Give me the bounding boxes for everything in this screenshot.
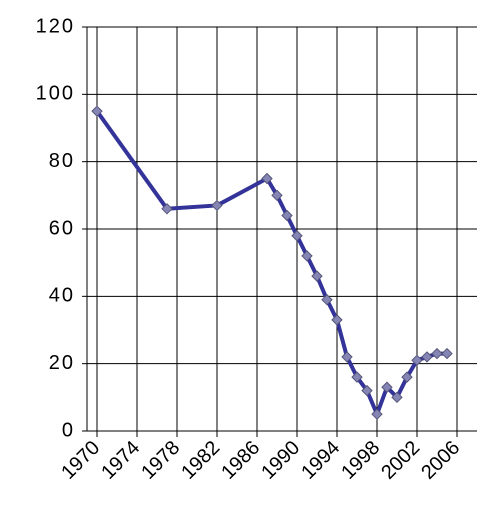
marker xyxy=(91,105,103,117)
marker xyxy=(441,347,453,360)
x-tick-label: 1970 xyxy=(57,437,104,484)
marker xyxy=(281,209,293,222)
y-tick-label: 40 xyxy=(49,285,75,307)
y-tick-label: 60 xyxy=(49,217,75,239)
x-tick-label: 1994 xyxy=(297,437,344,484)
x-tick-label: 1982 xyxy=(177,437,224,484)
marker xyxy=(381,381,393,393)
y-tick-label: 100 xyxy=(36,83,75,105)
x-tick-label: 1978 xyxy=(137,437,184,484)
line xyxy=(95,110,447,417)
marker xyxy=(411,354,423,367)
y-tick-label: 20 xyxy=(49,352,75,374)
x-tick-label: 1998 xyxy=(337,437,384,484)
marker xyxy=(421,351,433,363)
marker xyxy=(261,172,273,185)
marker xyxy=(271,189,283,202)
marker xyxy=(391,391,403,404)
marker xyxy=(341,351,353,363)
marker xyxy=(301,250,313,262)
marker xyxy=(291,230,303,242)
y-tick-label: 80 xyxy=(49,150,75,172)
marker xyxy=(361,384,373,397)
marker xyxy=(371,408,383,420)
x-tick-label: 1974 xyxy=(97,437,144,484)
x-tick-label: 1986 xyxy=(217,437,264,484)
x-tick-label: 2006 xyxy=(417,437,464,484)
marker xyxy=(331,314,343,326)
marker xyxy=(431,347,443,360)
y-tick-label: 0 xyxy=(62,419,75,441)
marker xyxy=(211,199,223,212)
marker xyxy=(161,203,173,215)
x-tick-label: 1990 xyxy=(257,437,304,484)
marker xyxy=(311,270,323,282)
marker xyxy=(351,371,363,383)
y-tick-label: 120 xyxy=(36,15,75,37)
x-tick-label: 2002 xyxy=(377,437,424,484)
marker xyxy=(401,371,413,383)
marker xyxy=(321,293,333,306)
